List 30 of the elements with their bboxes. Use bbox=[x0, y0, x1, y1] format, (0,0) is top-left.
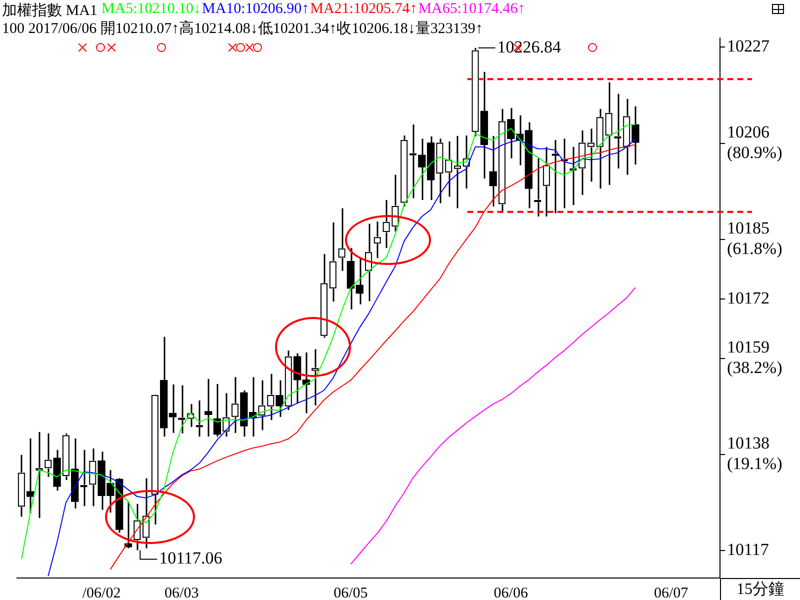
candlestick bbox=[534, 158, 542, 218]
candlestick bbox=[560, 138, 568, 209]
x-tick-label: /06/02 bbox=[82, 585, 121, 600]
y-tick-label: 10185 (61.8%) bbox=[727, 218, 782, 258]
y-tick-label: 10172 bbox=[727, 288, 770, 308]
text: MA5:10210.10↓ bbox=[101, 1, 202, 17]
x-tick-label: 06/07 bbox=[654, 585, 689, 600]
chart-title: 加權指數 MA1 bbox=[2, 2, 98, 20]
text: 15分鐘 bbox=[736, 581, 784, 598]
candlestick bbox=[311, 348, 319, 406]
chart-subtitle: 100 2017/06/06 開10210.07↑高10214.08↓低10201.34↑收10206.18↓量323139↑ bbox=[2, 19, 483, 38]
y-tick-label: 10159 (38.2%) bbox=[727, 338, 782, 378]
x-tick-label: 06/03 bbox=[164, 585, 199, 600]
candlestick bbox=[196, 400, 204, 438]
annotation: 10117.06 bbox=[159, 548, 222, 568]
y-tick-label: 10206 (80.9%) bbox=[727, 122, 782, 162]
x-tick-label: 06/05 bbox=[334, 585, 368, 600]
candlestick bbox=[374, 220, 382, 259]
candlestick bbox=[338, 207, 346, 272]
x-tick-label: 06/06 bbox=[494, 585, 528, 600]
candlestick bbox=[204, 378, 212, 438]
y-tick-label: 10227 bbox=[727, 36, 770, 56]
candlestick bbox=[542, 146, 550, 218]
y-tick-label: 10138 (19.1%) bbox=[727, 434, 782, 474]
text: MA10:10206.90↑ bbox=[202, 1, 310, 17]
candlestick bbox=[364, 223, 372, 302]
text: MA65:10174.46↑ bbox=[418, 1, 526, 17]
y-tick-label: 10117 bbox=[727, 540, 770, 560]
text: MA21:10205.74↑ bbox=[310, 1, 418, 17]
candlestick bbox=[552, 139, 560, 214]
